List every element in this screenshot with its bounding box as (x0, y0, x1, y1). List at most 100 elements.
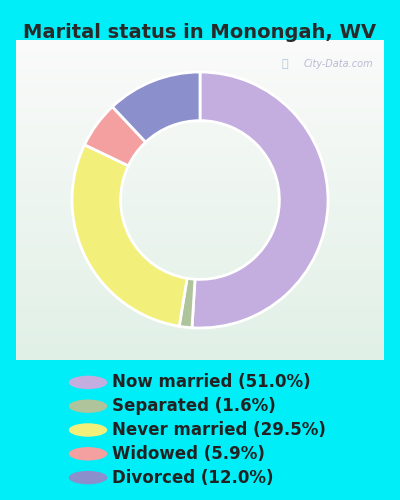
Bar (16, 318, 384, 322)
Bar (16, 322, 384, 325)
Bar (16, 222, 384, 226)
Bar (16, 280, 384, 283)
Bar (16, 251, 384, 254)
Bar (16, 56, 384, 59)
Bar (16, 344, 384, 347)
Bar (16, 110, 384, 114)
Bar (16, 194, 384, 197)
Bar (16, 296, 384, 299)
Bar (16, 114, 384, 117)
Bar (16, 293, 384, 296)
Bar (16, 126, 384, 130)
Bar (16, 181, 384, 184)
Bar (16, 104, 384, 107)
Bar (16, 117, 384, 120)
Text: Divorced (12.0%): Divorced (12.0%) (112, 468, 274, 486)
Bar (16, 235, 384, 238)
Bar (16, 232, 384, 235)
Bar (16, 165, 384, 168)
Bar (16, 270, 384, 274)
Bar (16, 142, 384, 146)
Circle shape (69, 471, 107, 484)
Text: Marital status in Monongah, WV: Marital status in Monongah, WV (24, 22, 376, 42)
Bar (16, 286, 384, 290)
Bar (16, 203, 384, 206)
Wedge shape (192, 72, 328, 328)
Bar (16, 347, 384, 350)
Bar (16, 200, 384, 203)
Bar (16, 354, 384, 357)
Bar (16, 69, 384, 72)
Bar (16, 91, 384, 94)
Bar (16, 312, 384, 315)
Circle shape (69, 447, 107, 460)
Bar (16, 107, 384, 110)
Bar (16, 139, 384, 142)
Bar (16, 245, 384, 248)
Bar (16, 274, 384, 277)
Bar (16, 75, 384, 78)
Bar (16, 78, 384, 82)
Text: Separated (1.6%): Separated (1.6%) (112, 397, 276, 415)
Bar (16, 248, 384, 251)
Bar (16, 146, 384, 149)
Bar (16, 338, 384, 341)
Wedge shape (112, 72, 200, 142)
Circle shape (69, 376, 107, 389)
Bar (16, 315, 384, 318)
Bar (16, 178, 384, 181)
Bar (16, 53, 384, 56)
Bar (16, 133, 384, 136)
Bar (16, 226, 384, 229)
Bar (16, 306, 384, 309)
Bar (16, 187, 384, 190)
Text: Never married (29.5%): Never married (29.5%) (112, 421, 326, 439)
Bar (16, 206, 384, 210)
Bar (16, 184, 384, 187)
Bar (16, 46, 384, 50)
Bar (16, 98, 384, 101)
Bar (16, 62, 384, 66)
Bar (16, 72, 384, 75)
Wedge shape (84, 106, 146, 166)
Text: City-Data.com: City-Data.com (303, 59, 373, 69)
Text: Now married (51.0%): Now married (51.0%) (112, 374, 311, 392)
Bar (16, 120, 384, 123)
Bar (16, 50, 384, 53)
Bar (16, 290, 384, 293)
Bar (16, 94, 384, 98)
Bar (16, 357, 384, 360)
Bar (16, 149, 384, 152)
Bar (16, 258, 384, 261)
Bar (16, 242, 384, 245)
Bar (16, 158, 384, 162)
Bar (16, 350, 384, 354)
Wedge shape (179, 278, 195, 328)
Bar (16, 331, 384, 334)
Text: Ⓢ: Ⓢ (282, 59, 288, 69)
Bar (16, 210, 384, 213)
Bar (16, 190, 384, 194)
Bar (16, 162, 384, 165)
Wedge shape (72, 145, 187, 326)
Bar (16, 325, 384, 328)
Bar (16, 302, 384, 306)
Bar (16, 216, 384, 219)
Circle shape (69, 400, 107, 413)
Bar (16, 88, 384, 91)
Bar (16, 261, 384, 264)
Bar (16, 43, 384, 46)
Bar (16, 277, 384, 280)
Bar (16, 59, 384, 62)
Bar (16, 82, 384, 85)
Bar (16, 334, 384, 338)
Bar (16, 213, 384, 216)
Bar (16, 168, 384, 171)
Bar (16, 40, 384, 43)
Bar (16, 171, 384, 174)
Bar (16, 155, 384, 158)
Bar (16, 66, 384, 69)
Bar (16, 229, 384, 232)
Bar (16, 197, 384, 200)
Bar (16, 238, 384, 242)
